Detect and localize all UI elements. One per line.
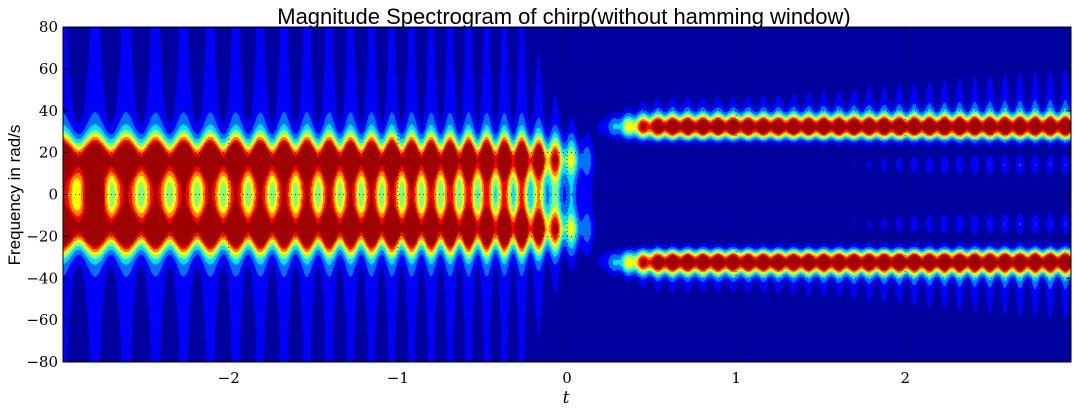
y-tick-label: 20 [39, 144, 58, 162]
y-tick-label: 80 [39, 18, 58, 36]
x-tick-label: −1 [387, 369, 409, 387]
y-tick-label: −40 [26, 269, 58, 287]
x-tick-label: −2 [218, 369, 240, 387]
y-tick-label: −20 [26, 227, 58, 245]
chart-title: Magnitude Spectrogram of chirp(without h… [277, 4, 850, 29]
y-axis-label: Frequency in rad/s [5, 125, 24, 266]
y-tick-label: 60 [39, 60, 58, 78]
axes: −2 −1 0 1 2 80 60 40 20 0 −20 −40 −60 −80 [26, 18, 1072, 387]
y-tick-label: −80 [26, 353, 58, 371]
y-tick-label: −60 [26, 311, 58, 329]
x-tick-label: 1 [731, 369, 741, 387]
x-tick-label: 2 [900, 369, 910, 387]
y-tick-label: 40 [39, 102, 58, 120]
x-axis-label: t [563, 388, 570, 408]
x-tick-label: 0 [562, 369, 572, 387]
y-tick-label: 0 [48, 186, 58, 204]
